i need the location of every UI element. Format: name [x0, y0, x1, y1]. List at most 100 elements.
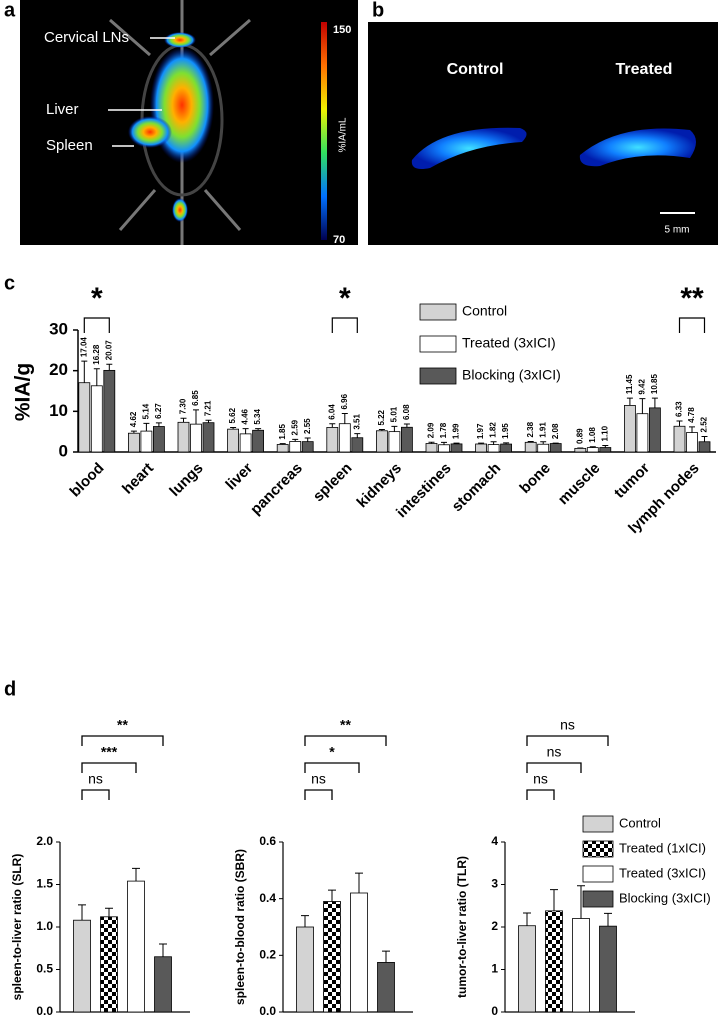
value-label: 6.27: [154, 403, 163, 419]
comparison-label: ns: [560, 717, 575, 733]
bar: [518, 925, 536, 1013]
bar: [572, 918, 590, 1013]
error-bar: [143, 422, 150, 432]
comparison-bracket: [81, 735, 164, 746]
y-tick-label: 1: [491, 962, 498, 976]
value-label: 2.08: [551, 423, 560, 439]
ln-signal: [172, 198, 188, 222]
value-label: 4.78: [687, 407, 696, 423]
panel-b: Control Treated 5 mm b: [368, 0, 718, 245]
error-bar: [301, 915, 309, 927]
bar: [400, 426, 413, 453]
error-bar: [292, 438, 299, 442]
colorbar-min: 70: [333, 234, 345, 246]
error-bar: [478, 442, 485, 444]
y-tick-label: 0.5: [36, 962, 53, 976]
bar: [599, 447, 612, 453]
error-bar: [540, 441, 547, 445]
bar: [338, 423, 351, 453]
comparison-bracket: [304, 762, 360, 773]
error-bar: [651, 397, 658, 408]
value-label: 7.30: [179, 398, 188, 414]
bar: [549, 443, 562, 453]
group-label: Treated: [616, 61, 673, 78]
legend-swatch: [582, 815, 614, 833]
value-label: 4.46: [241, 408, 250, 424]
bar: [301, 441, 314, 453]
spleen-treated: [579, 128, 696, 167]
annotation: Cervical LNs: [44, 29, 129, 46]
bar: [227, 428, 240, 453]
x-tick-label: tumor: [611, 460, 653, 502]
bar: [698, 441, 711, 453]
legend-label: Control: [462, 303, 507, 319]
x-tick-label: blood: [67, 460, 108, 501]
value-label: 5.34: [253, 409, 262, 425]
value-label: 2.38: [526, 421, 535, 437]
legend-label: Treated (3xICI): [462, 335, 556, 351]
ln-signal: [164, 32, 196, 48]
comparison-bracket: [304, 789, 333, 800]
comparison-label: ns: [547, 744, 562, 760]
error-bar: [527, 441, 534, 443]
error-bar: [193, 409, 199, 425]
y-axis-label: tumor-to-liver ratio (TLR): [455, 856, 469, 998]
bar: [438, 444, 450, 453]
error-bar: [689, 426, 695, 433]
bar: [103, 369, 116, 453]
error-bar: [490, 441, 497, 445]
x-tick-label: stomach: [449, 460, 505, 516]
value-label: 5.01: [390, 406, 399, 422]
significance-bracket: [83, 317, 110, 333]
bar: [323, 901, 341, 1013]
value-label: 6.33: [675, 401, 684, 417]
bar: [276, 444, 289, 453]
error-bar: [130, 430, 137, 434]
x-tick-label: lungs: [166, 460, 206, 500]
error-bar: [639, 398, 646, 414]
comparison-label: ns: [311, 771, 326, 787]
x-tick-label: liver: [222, 460, 256, 494]
bar: [350, 892, 368, 1013]
bar: [296, 926, 314, 1013]
legend-label: Control: [619, 815, 661, 830]
bar: [154, 956, 172, 1013]
bar: [649, 407, 661, 453]
value-label: 2.52: [700, 416, 709, 432]
panel-label: b: [372, 0, 384, 21]
bar: [425, 443, 438, 453]
error-bar: [382, 950, 390, 963]
bar: [487, 444, 500, 453]
value-label: 10.85: [650, 374, 659, 395]
value-label: 2.09: [427, 422, 436, 438]
error-bar: [604, 912, 612, 927]
error-bar: [93, 368, 100, 386]
colorbar-max: 150: [333, 24, 351, 36]
legend-label: Treated (1xICI): [619, 840, 706, 855]
y-tick-label: 0.6: [259, 834, 276, 848]
error-bar: [355, 872, 363, 893]
value-label: 6.04: [327, 404, 336, 420]
panel-label: a: [4, 0, 16, 21]
value-label: 2.59: [290, 419, 299, 435]
y-tick-label: 2: [491, 919, 498, 933]
value-label: 6.85: [191, 390, 200, 406]
value-label: 1.10: [600, 425, 609, 441]
bar: [599, 925, 617, 1013]
error-bar: [329, 423, 336, 428]
comparison-bracket: [526, 735, 609, 746]
comparison-bracket: [304, 735, 387, 746]
y-axis-label: spleen-to-liver ratio (SLR): [10, 854, 24, 1001]
error-bar: [378, 429, 385, 431]
y-tick-label: 0: [491, 1004, 498, 1016]
error-bar: [78, 904, 86, 921]
error-bar: [230, 427, 237, 430]
error-bar: [354, 433, 361, 438]
legend-label: Blocking (3xICI): [619, 890, 711, 905]
bar: [450, 443, 463, 453]
x-tick-label: pancreas: [247, 460, 306, 519]
panel-label: d: [4, 678, 16, 700]
annotation: Spleen: [46, 137, 93, 154]
value-label: 5.14: [142, 403, 151, 419]
